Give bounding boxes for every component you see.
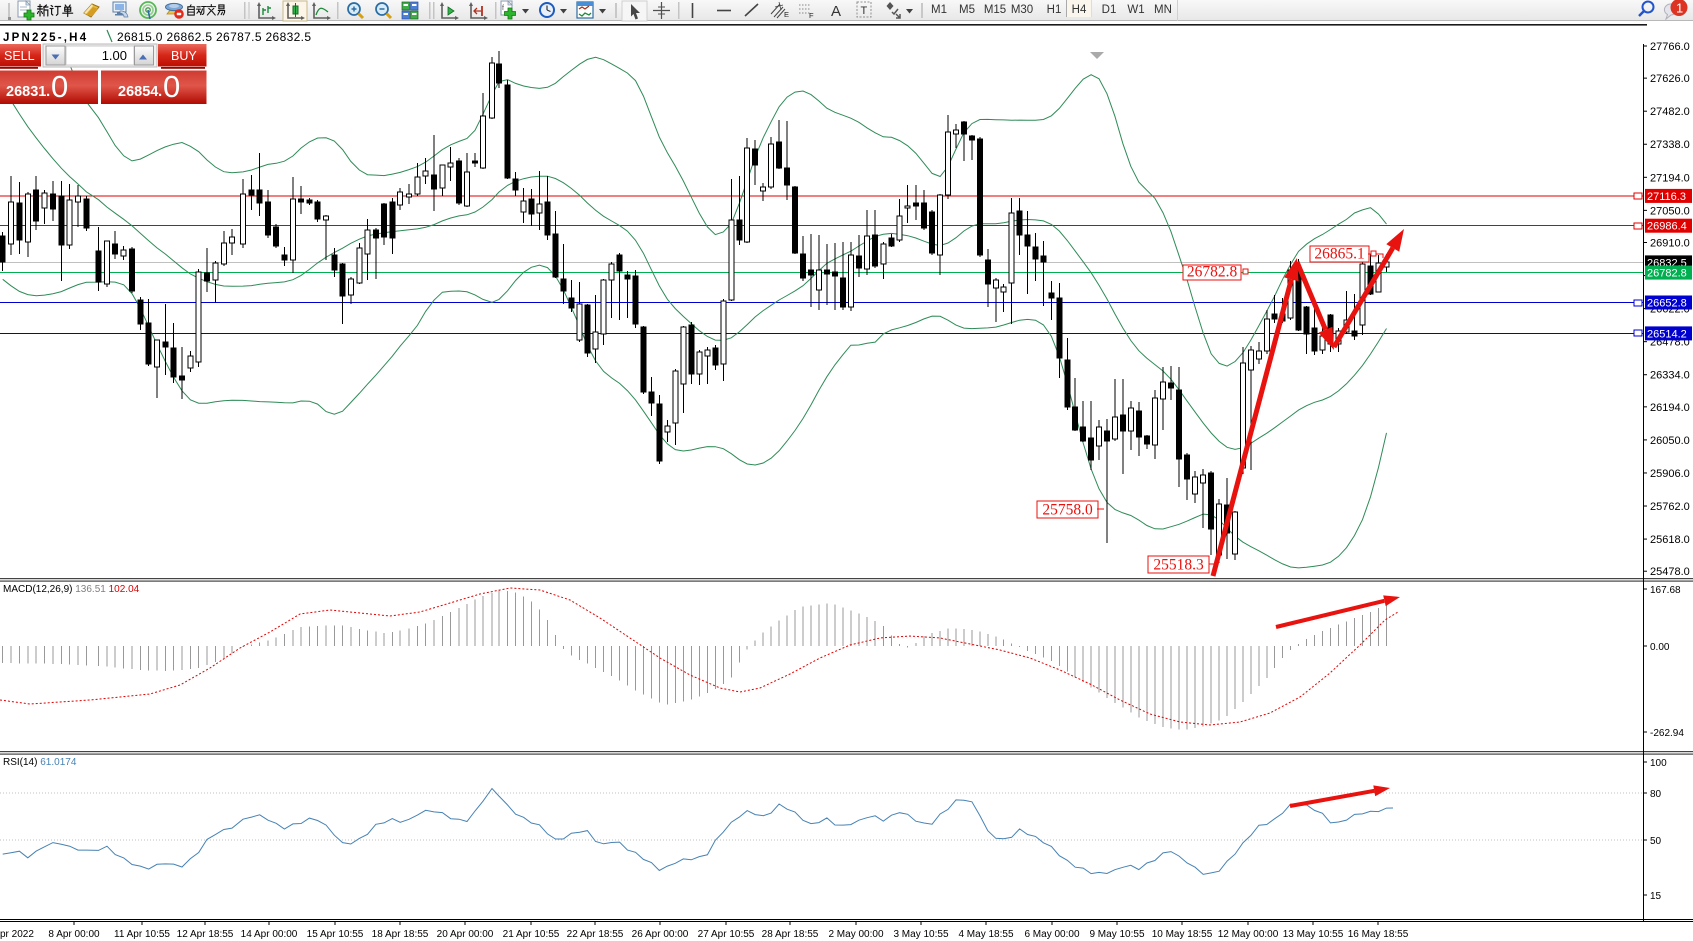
svg-text:25478.0: 25478.0 — [1650, 566, 1690, 578]
svg-text:15 Apr 10:55: 15 Apr 10:55 — [307, 929, 364, 940]
svg-text:27116.3: 27116.3 — [1647, 191, 1686, 203]
svg-text:25618.0: 25618.0 — [1650, 534, 1690, 546]
svg-text:-262.94: -262.94 — [1650, 728, 1684, 739]
svg-text:8 Apr 00:00: 8 Apr 00:00 — [48, 929, 100, 940]
svg-text:RSI(14) 61.0174: RSI(14) 61.0174 — [3, 757, 77, 768]
svg-text:2 May 00:00: 2 May 00:00 — [828, 929, 883, 940]
svg-text:26782.8: 26782.8 — [1187, 264, 1238, 281]
svg-text:26986.4: 26986.4 — [1647, 221, 1687, 233]
svg-text:SELL: SELL — [4, 49, 35, 63]
svg-text:f: f — [502, 5, 504, 12]
svg-text:26831: 26831 — [6, 84, 46, 100]
svg-text:26910.0: 26910.0 — [1650, 237, 1690, 249]
svg-text:MACD(12,26,9) 136.51 102.04: MACD(12,26,9) 136.51 102.04 — [3, 584, 140, 595]
svg-text:22 Apr 18:55: 22 Apr 18:55 — [567, 929, 624, 940]
svg-text:26782.8: 26782.8 — [1647, 268, 1687, 280]
svg-text:1: 1 — [1676, 1, 1683, 16]
svg-text:26652.8: 26652.8 — [1647, 298, 1687, 310]
svg-text:JPN225-,H4: JPN225-,H4 — [3, 32, 88, 44]
svg-text:0.00: 0.00 — [1650, 642, 1670, 653]
svg-text:0: 0 — [51, 69, 68, 104]
svg-text:4 May 18:55: 4 May 18:55 — [958, 929, 1013, 940]
svg-text:11 Apr 10:55: 11 Apr 10:55 — [114, 929, 170, 940]
svg-text:.: . — [46, 83, 50, 100]
svg-text:9 May 10:55: 9 May 10:55 — [1089, 929, 1144, 940]
svg-text:27766.0: 27766.0 — [1650, 41, 1690, 53]
svg-text:100: 100 — [1650, 758, 1667, 769]
svg-text:12 Apr 18:55: 12 Apr 18:55 — [177, 929, 234, 940]
svg-text:6 May 00:00: 6 May 00:00 — [1024, 929, 1079, 940]
svg-text:15: 15 — [1650, 891, 1662, 902]
svg-text:pr 2022: pr 2022 — [0, 929, 34, 940]
svg-text:13 May 10:55: 13 May 10:55 — [1283, 929, 1344, 940]
svg-text:26815.0 26862.5 26787.5 26832.: 26815.0 26862.5 26787.5 26832.5 — [117, 30, 311, 44]
svg-text:26865.1: 26865.1 — [1314, 246, 1364, 263]
svg-text:25758.0: 25758.0 — [1042, 502, 1093, 519]
svg-text:26 Apr 00:00: 26 Apr 00:00 — [632, 929, 689, 940]
svg-text:26334.0: 26334.0 — [1650, 370, 1690, 382]
svg-text:26050.0: 26050.0 — [1650, 435, 1690, 447]
svg-text:E: E — [784, 10, 789, 19]
svg-text:0: 0 — [163, 69, 180, 104]
svg-text:28 Apr 18:55: 28 Apr 18:55 — [762, 929, 819, 940]
svg-text:21 Apr 10:55: 21 Apr 10:55 — [503, 929, 560, 940]
svg-text:F: F — [809, 11, 814, 20]
svg-text:27482.0: 27482.0 — [1650, 106, 1690, 118]
svg-text:25762.0: 25762.0 — [1650, 501, 1690, 513]
svg-text:25906.0: 25906.0 — [1650, 468, 1690, 480]
svg-text:T: T — [861, 5, 868, 17]
svg-text:26514.2: 26514.2 — [1647, 328, 1687, 340]
svg-text:27338.0: 27338.0 — [1650, 139, 1690, 151]
svg-text:80: 80 — [1650, 789, 1662, 800]
svg-text:BUY: BUY — [171, 49, 197, 63]
svg-text:14 Apr 00:00: 14 Apr 00:00 — [241, 929, 298, 940]
svg-text:50: 50 — [1650, 836, 1662, 847]
svg-text:27626.0: 27626.0 — [1650, 73, 1690, 85]
svg-text:27 Apr 10:55: 27 Apr 10:55 — [698, 929, 755, 940]
svg-text:27050.0: 27050.0 — [1650, 205, 1690, 217]
svg-text:.: . — [158, 83, 162, 100]
svg-text:18 Apr 18:55: 18 Apr 18:55 — [372, 929, 429, 940]
svg-text:A: A — [831, 3, 841, 20]
svg-text:10 May 18:55: 10 May 18:55 — [1152, 929, 1213, 940]
svg-text:20 Apr 00:00: 20 Apr 00:00 — [437, 929, 494, 940]
svg-text:12 May 00:00: 12 May 00:00 — [1218, 929, 1279, 940]
svg-text:1.00: 1.00 — [102, 48, 127, 63]
svg-text:16 May 18:55: 16 May 18:55 — [1348, 929, 1409, 940]
svg-text:26194.0: 26194.0 — [1650, 402, 1690, 414]
svg-text:25518.3: 25518.3 — [1153, 557, 1204, 574]
svg-text:167.68: 167.68 — [1650, 585, 1681, 596]
svg-text:27194.0: 27194.0 — [1650, 172, 1690, 184]
svg-text:26854: 26854 — [118, 84, 158, 100]
svg-text:3 May 10:55: 3 May 10:55 — [893, 929, 948, 940]
